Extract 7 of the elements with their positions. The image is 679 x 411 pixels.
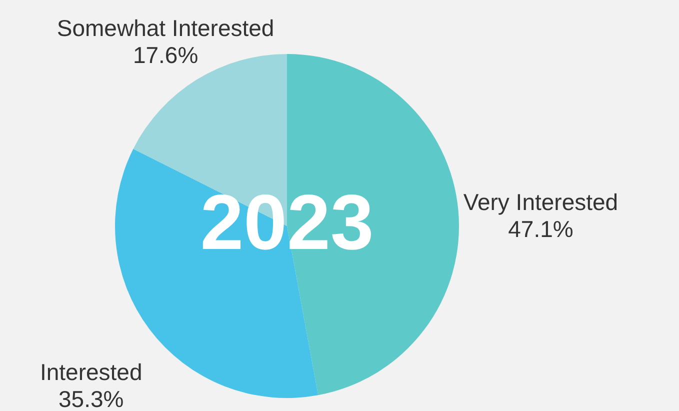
data-label: 35.3%: [58, 386, 124, 411]
slice-label: Very Interested: [463, 188, 618, 215]
text: 2023: [200, 178, 374, 266]
slice-label: Interested: [40, 359, 142, 386]
slice-label: Somewhat Interested: [56, 15, 274, 42]
data-label: 47.1%: [508, 216, 574, 242]
data-label: 17.6%: [132, 42, 198, 68]
